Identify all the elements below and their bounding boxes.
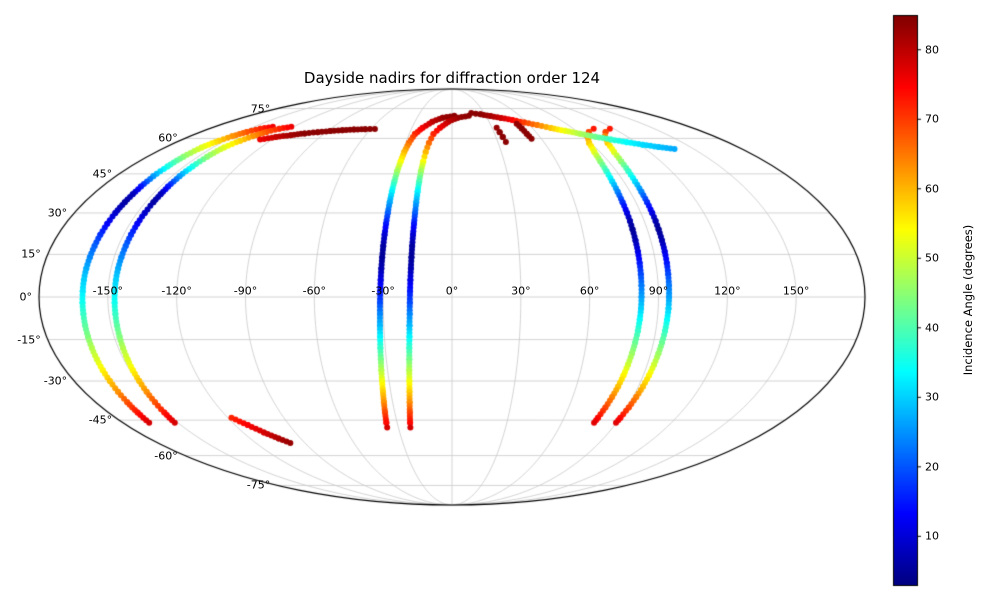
- plot-title: Dayside nadirs for diffraction order 124: [303, 69, 601, 87]
- colorbar-axis-label: Incidence Angle (degrees): [961, 224, 975, 376]
